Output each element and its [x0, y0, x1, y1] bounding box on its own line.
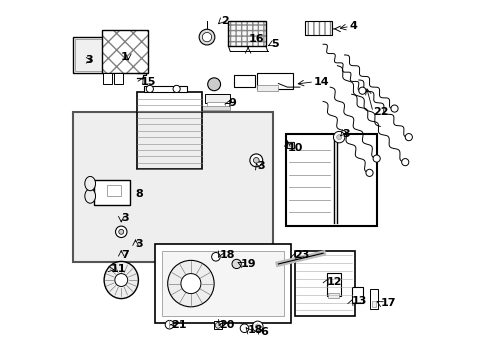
Ellipse shape: [199, 29, 214, 45]
Text: 3: 3: [342, 129, 349, 139]
Ellipse shape: [365, 169, 372, 176]
Bar: [73, 112, 272, 262]
Bar: [73, 37, 105, 73]
Bar: [285, 134, 376, 226]
Text: 10: 10: [287, 143, 302, 153]
Text: 13: 13: [351, 296, 366, 306]
Text: 18: 18: [247, 325, 263, 335]
Bar: [205, 94, 230, 103]
Text: 3: 3: [121, 212, 129, 222]
Ellipse shape: [372, 155, 380, 162]
Ellipse shape: [249, 154, 262, 167]
Bar: [326, 273, 340, 296]
Text: 23: 23: [294, 250, 309, 260]
Text: 21: 21: [171, 320, 186, 330]
Ellipse shape: [207, 78, 220, 91]
Ellipse shape: [336, 135, 341, 140]
Text: 1: 1: [121, 52, 128, 62]
Text: 11: 11: [110, 264, 126, 274]
Ellipse shape: [253, 157, 259, 163]
Bar: [162, 251, 283, 316]
Bar: [107, 185, 121, 196]
Bar: [257, 85, 278, 91]
Text: 4: 4: [349, 21, 357, 31]
Bar: [103, 73, 112, 84]
Text: 5: 5: [271, 39, 278, 49]
Bar: [233, 75, 255, 87]
Bar: [206, 102, 224, 109]
Ellipse shape: [240, 324, 248, 333]
Bar: [155, 244, 290, 323]
Bar: [102, 30, 148, 73]
Text: 22: 22: [372, 107, 388, 117]
Text: 12: 12: [326, 277, 342, 287]
Ellipse shape: [252, 321, 263, 332]
Bar: [286, 143, 293, 148]
Bar: [114, 73, 123, 84]
Bar: [305, 21, 331, 35]
Bar: [137, 92, 201, 169]
Ellipse shape: [202, 32, 211, 42]
Bar: [351, 287, 363, 303]
Ellipse shape: [358, 87, 365, 94]
Ellipse shape: [405, 134, 411, 141]
Ellipse shape: [165, 320, 173, 329]
Bar: [201, 106, 230, 111]
Ellipse shape: [173, 85, 180, 93]
Ellipse shape: [215, 323, 221, 328]
Ellipse shape: [115, 274, 127, 287]
Text: 20: 20: [219, 320, 234, 330]
Bar: [75, 39, 103, 71]
Text: 19: 19: [241, 259, 256, 269]
Bar: [228, 21, 265, 46]
Ellipse shape: [115, 226, 127, 238]
Ellipse shape: [119, 229, 123, 234]
Text: 18: 18: [219, 250, 235, 260]
Ellipse shape: [104, 261, 138, 298]
Text: 7: 7: [121, 250, 129, 260]
Text: 15: 15: [141, 77, 156, 87]
Text: 3: 3: [85, 55, 93, 65]
Bar: [328, 293, 339, 298]
Bar: [94, 180, 130, 205]
Ellipse shape: [231, 259, 241, 269]
Bar: [369, 289, 378, 309]
Ellipse shape: [333, 131, 344, 143]
Text: 3: 3: [257, 161, 264, 171]
Text: 6: 6: [260, 327, 268, 337]
Text: 2: 2: [221, 16, 228, 26]
Bar: [214, 321, 222, 329]
Bar: [144, 86, 187, 92]
Ellipse shape: [390, 105, 397, 112]
Bar: [294, 251, 354, 316]
Text: 17: 17: [380, 298, 395, 308]
Bar: [228, 21, 265, 46]
Ellipse shape: [84, 176, 95, 191]
Text: 9: 9: [228, 98, 236, 108]
Ellipse shape: [84, 189, 95, 203]
Bar: [102, 30, 148, 73]
Ellipse shape: [181, 274, 201, 294]
Ellipse shape: [167, 260, 214, 307]
Ellipse shape: [401, 158, 408, 166]
Text: 8: 8: [135, 189, 143, 199]
Text: 3: 3: [135, 239, 143, 249]
Bar: [305, 21, 331, 35]
Bar: [372, 301, 375, 307]
Ellipse shape: [211, 252, 220, 261]
Text: 14: 14: [313, 77, 329, 87]
Bar: [257, 73, 292, 89]
Ellipse shape: [255, 324, 260, 329]
Ellipse shape: [146, 85, 153, 93]
Text: 16: 16: [248, 34, 264, 44]
